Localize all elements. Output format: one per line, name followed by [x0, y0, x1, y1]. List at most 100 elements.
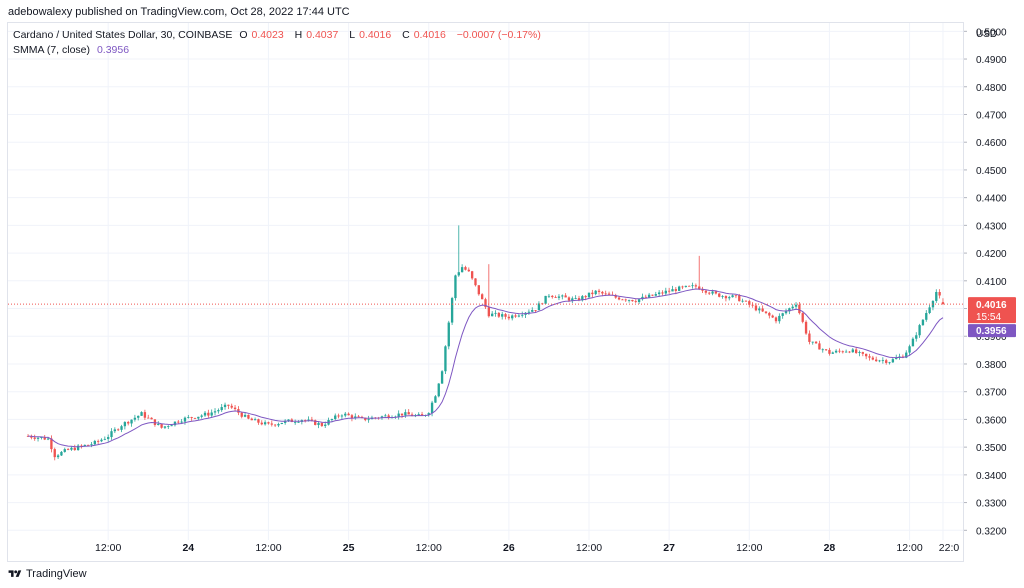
- candle-body: [307, 419, 310, 421]
- candle-body: [574, 298, 577, 299]
- candle-body: [564, 295, 567, 298]
- candle-body: [651, 294, 654, 296]
- candle-body: [273, 424, 277, 426]
- candle-body: [227, 404, 230, 406]
- y-tick-label: 0.4800: [976, 83, 1007, 94]
- y-tick-label: 0.3400: [976, 471, 1007, 482]
- candle-body: [537, 303, 541, 311]
- plot-border: [7, 22, 964, 562]
- candle-body: [814, 341, 818, 344]
- candle-body: [674, 289, 678, 291]
- candle-body: [220, 407, 223, 411]
- candle-body: [217, 410, 220, 412]
- candle-body: [213, 411, 217, 413]
- candle-body: [240, 412, 243, 417]
- candle-body: [417, 414, 420, 416]
- candle-body: [738, 295, 741, 302]
- candle-body: [791, 306, 794, 309]
- candle-body: [781, 313, 784, 316]
- candle-body: [233, 407, 237, 410]
- indicator-row[interactable]: SMMA (7, close) 0.3956: [13, 43, 545, 58]
- candle-body: [644, 296, 647, 298]
- candle-body: [470, 271, 474, 279]
- candle-body: [514, 315, 517, 317]
- candle-body: [885, 360, 888, 363]
- indicator-title: SMMA (7, close): [13, 44, 91, 56]
- candle-body: [771, 315, 774, 318]
- symbol-title[interactable]: Cardano / United States Dollar, 30, COIN…: [13, 29, 233, 41]
- publisher-line: adebowalexy published on TradingView.com…: [8, 6, 350, 18]
- candle-body: [450, 298, 454, 323]
- candle-body: [400, 413, 404, 416]
- candle-body: [828, 349, 831, 354]
- candle-body: [494, 312, 497, 314]
- x-tick-label: 22:0: [939, 542, 960, 554]
- candle-body: [467, 269, 470, 272]
- candle-body: [190, 417, 193, 418]
- candle-body: [908, 346, 911, 353]
- candle-body: [93, 440, 96, 445]
- candle-body: [587, 292, 591, 298]
- candle-body: [107, 437, 110, 439]
- footer[interactable]: TradingView: [8, 568, 87, 580]
- candle-body: [340, 415, 344, 417]
- candle-body: [691, 285, 694, 287]
- y-tick-label: 0.4900: [976, 55, 1007, 66]
- candle-body: [60, 451, 63, 456]
- candle-body: [768, 312, 771, 316]
- last-price-badge: [968, 297, 1016, 324]
- candle-body: [577, 298, 581, 301]
- x-tick-label: 12:00: [255, 542, 281, 554]
- candle-body: [521, 314, 524, 316]
- candle-body: [941, 302, 945, 305]
- candle-body: [484, 299, 487, 308]
- candle-body: [36, 437, 40, 439]
- candle-body: [137, 415, 140, 418]
- candle-body: [694, 285, 698, 287]
- candle-body: [50, 438, 53, 450]
- candle-body: [748, 301, 751, 305]
- candle-body: [320, 423, 324, 426]
- candle-body: [427, 413, 430, 415]
- candle-body: [861, 352, 864, 354]
- candle-body: [297, 421, 300, 423]
- candle-body: [314, 420, 317, 425]
- candle-body: [113, 429, 117, 432]
- y-tick-label: 0.3700: [976, 388, 1007, 399]
- candle-body: [831, 352, 834, 354]
- y-tick-label: 0.3600: [976, 415, 1007, 426]
- tradingview-logo-icon: [8, 570, 22, 577]
- candle-body: [631, 299, 634, 302]
- candle-body: [133, 417, 137, 420]
- candle-body: [127, 422, 130, 424]
- candle-body: [460, 267, 464, 273]
- candle-body: [387, 415, 390, 418]
- candle-body: [764, 311, 768, 313]
- candle-body: [841, 351, 844, 353]
- close-value: C 0.4016: [402, 29, 446, 41]
- candle-body: [440, 371, 444, 384]
- candle-body: [731, 295, 734, 298]
- candle-body: [267, 422, 270, 424]
- candle-body: [230, 405, 233, 408]
- candle-body: [247, 414, 250, 419]
- high-value: H 0.4037: [294, 29, 339, 41]
- candle-body: [871, 357, 875, 360]
- ohlc-row: Cardano / United States Dollar, 30, COIN…: [13, 28, 545, 43]
- candle-body: [714, 291, 718, 294]
- candle-body: [430, 402, 434, 414]
- x-tick-label: 25: [343, 542, 355, 554]
- candle-body: [637, 299, 641, 303]
- candle-body: [938, 291, 941, 296]
- candle-body: [664, 290, 667, 294]
- candle-body: [243, 414, 247, 417]
- candle-body: [270, 423, 273, 425]
- candle-body: [337, 415, 340, 417]
- candle-body: [758, 308, 761, 311]
- candle-body: [891, 359, 895, 363]
- candle-body: [741, 300, 744, 302]
- candle-body: [567, 297, 571, 301]
- x-tick-label: 28: [824, 542, 836, 554]
- y-tick-label: 0.4400: [976, 194, 1007, 205]
